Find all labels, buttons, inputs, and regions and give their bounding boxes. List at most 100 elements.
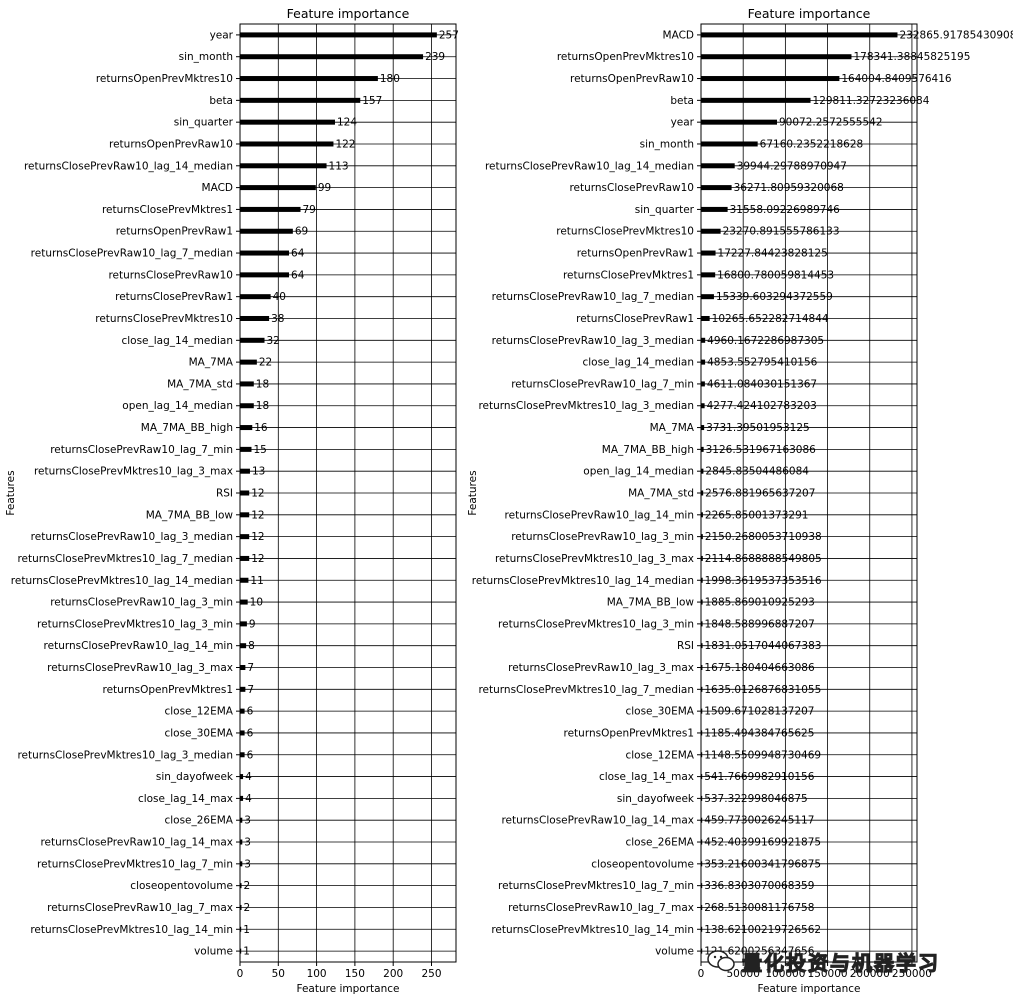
category-label: returnsClosePrevMktres10_lag_14_min: [30, 924, 233, 936]
category-label: closeopentovolume: [591, 858, 694, 870]
bar: [240, 54, 424, 60]
category-label: returnsClosePrevRaw10: [569, 182, 694, 194]
category-label: returnsOpenPrevRaw1: [577, 248, 694, 260]
category-label: close_12EMA: [164, 706, 233, 718]
category-label: returnsClosePrevRaw10_lag_3_median: [31, 531, 233, 543]
value-label: 1: [243, 946, 250, 958]
value-label: 64: [291, 248, 305, 260]
value-label: 1831.0517044067383: [705, 640, 822, 652]
value-label: 11: [250, 575, 263, 587]
value-label: 257: [439, 29, 459, 41]
value-label: 36271.80959320068: [734, 182, 844, 194]
value-label: 4960.1672286987305: [707, 335, 824, 347]
category-label: returnsClosePrevRaw1: [576, 313, 694, 325]
value-label: 39944.29788970947: [737, 160, 847, 172]
value-label: 8: [248, 640, 255, 652]
category-label: returnsClosePrevMktres10_lag_3_median: [478, 400, 694, 412]
category-label: MA_7MA_std: [628, 488, 694, 500]
category-label: returnsClosePrevMktres10_lag_14_median: [11, 575, 233, 587]
category-label: returnsClosePrevMktres1: [102, 204, 233, 216]
bar: [701, 359, 706, 365]
bar: [240, 686, 246, 692]
category-label: returnsClosePrevMktres10_lag_3_min: [498, 618, 694, 630]
category-label: close_lag_14_max: [138, 793, 233, 805]
bar: [701, 141, 758, 147]
category-label: MA_7MA_BB_low: [607, 597, 695, 609]
bar: [240, 228, 293, 234]
bar: [701, 861, 703, 867]
x-axis-label: Feature importance: [296, 983, 399, 995]
chart-title: Feature importance: [287, 6, 410, 21]
category-label: returnsClosePrevRaw10_lag_14_min: [505, 509, 694, 521]
value-label: 69: [295, 226, 308, 238]
bar: [701, 76, 840, 82]
value-label: 31558.09226989746: [730, 204, 841, 216]
bar: [240, 250, 290, 256]
category-label: returnsClosePrevRaw10_lag_3_max: [47, 662, 233, 674]
bar: [701, 817, 703, 823]
category-label: returnsClosePrevMktres10_lag_3_min: [37, 618, 233, 630]
category-label: year: [210, 29, 234, 41]
category-label: sin_month: [640, 138, 694, 150]
bar: [240, 381, 254, 387]
bar: [240, 752, 245, 758]
value-label: 336.8303070068359: [704, 880, 814, 892]
bar: [240, 272, 290, 278]
bar: [701, 446, 704, 452]
bar: [240, 294, 271, 300]
x-tick-label: 250: [421, 968, 441, 980]
category-label: close_30EMA: [625, 706, 694, 718]
bar: [240, 621, 247, 627]
value-label: 4611.084030151367: [707, 378, 817, 390]
value-label: 537.322998046875: [704, 793, 808, 805]
y-axis-label: Features: [467, 470, 479, 515]
bar: [240, 904, 242, 910]
bar: [240, 315, 270, 321]
value-label: 9: [249, 618, 256, 630]
bar: [701, 621, 703, 627]
bar: [240, 534, 250, 540]
category-label: returnsClosePrevRaw1: [115, 291, 233, 303]
bar: [701, 839, 703, 845]
bar: [240, 76, 378, 82]
category-label: returnsClosePrevMktres10_lag_7_median: [17, 553, 233, 565]
value-label: 12: [251, 488, 264, 500]
bar: [701, 163, 735, 169]
watermark: 量化投资与机器学习: [706, 946, 1006, 976]
bar: [240, 599, 248, 605]
category-label: MA_7MA_BB_high: [602, 444, 694, 456]
bar: [240, 512, 250, 518]
category-label: returnsClosePrevMktres10_lag_14_median: [472, 575, 694, 587]
bar: [240, 163, 327, 169]
x-tick-label: 0: [698, 968, 705, 980]
category-label: RSI: [216, 488, 233, 500]
bar: [701, 337, 706, 343]
value-label: 17227.84423828125: [718, 248, 828, 260]
value-label: 1885.869010925293: [705, 597, 815, 609]
value-label: 23270.891555786133: [723, 226, 840, 238]
value-label: 4: [245, 771, 252, 783]
value-label: 12: [251, 509, 264, 521]
category-label: returnsOpenPrevRaw10: [570, 73, 694, 85]
category-label: returnsOpenPrevRaw10: [109, 138, 233, 150]
bar: [240, 119, 335, 125]
value-label: 129811.32723236084: [813, 95, 930, 107]
value-label: 541.7669982910156: [704, 771, 815, 783]
value-label: 16: [254, 422, 268, 434]
bar: [701, 730, 703, 736]
category-label: returnsClosePrevRaw10: [108, 269, 233, 281]
value-label: 90072.2572555542: [779, 117, 883, 129]
x-tick-label: 100: [307, 968, 327, 980]
category-label: returnsClosePrevRaw10_lag_14_max: [40, 837, 233, 849]
category-label: returnsClosePrevRaw10_lag_3_min: [50, 597, 233, 609]
category-label: RSI: [677, 640, 694, 652]
category-label: returnsOpenPrevMktres1: [103, 684, 233, 696]
x-axis-label: Feature importance: [757, 983, 860, 995]
category-label: returnsClosePrevMktres10_lag_3_max: [34, 466, 233, 478]
category-label: close_26EMA: [164, 815, 233, 827]
bar: [701, 599, 703, 605]
category-label: close_12EMA: [625, 749, 694, 761]
value-label: 157: [362, 95, 382, 107]
category-label: beta: [209, 95, 233, 107]
